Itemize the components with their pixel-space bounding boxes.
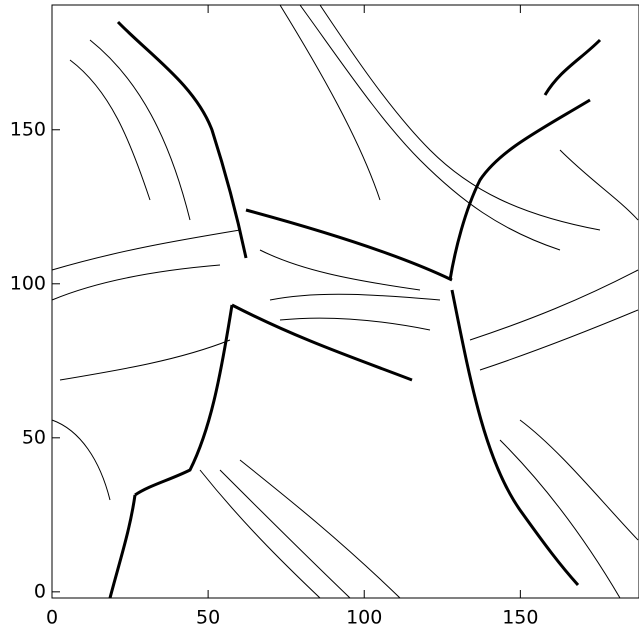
x-tick-label: 150 (502, 607, 538, 629)
y-tick-label: 150 (10, 118, 46, 140)
x-tick-label: 100 (346, 607, 382, 629)
y-tick-label: 0 (34, 580, 46, 602)
y-tick-label: 50 (22, 426, 46, 448)
contour-field (51, 4, 639, 599)
x-tick-label: 0 (46, 607, 58, 629)
x-tick-label: 50 (196, 607, 220, 629)
plot-frame (51, 4, 639, 599)
y-tick-label: 100 (10, 272, 46, 294)
